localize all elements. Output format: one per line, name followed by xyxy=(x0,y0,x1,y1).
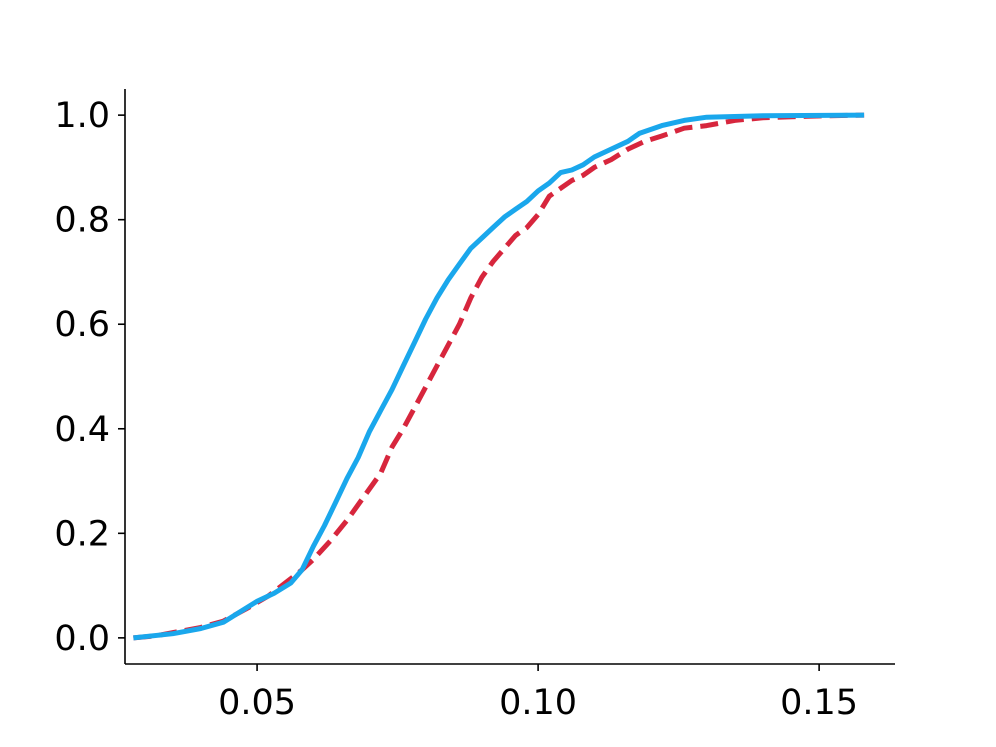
x-tick-label: 0.05 xyxy=(218,683,296,723)
y-tick-label: 0.0 xyxy=(54,619,110,659)
y-tick-label: 0.8 xyxy=(54,201,110,241)
x-tick-label: 0.10 xyxy=(499,683,577,723)
series-line-dashed xyxy=(133,112,865,641)
y-tick-label: 1.0 xyxy=(54,96,110,136)
x-axis-ticks: 0.05 0.10 0.15 xyxy=(218,664,858,723)
y-tick-label: 0.4 xyxy=(54,410,110,450)
y-axis-ticks: 0.0 0.2 0.4 0.6 0.8 1.0 xyxy=(54,96,125,659)
series-line-solid xyxy=(133,112,865,641)
x-tick-label: 0.15 xyxy=(780,683,858,723)
y-tick-label: 0.6 xyxy=(54,305,110,345)
y-tick-label: 0.2 xyxy=(54,514,110,554)
plot-lines xyxy=(133,112,865,641)
